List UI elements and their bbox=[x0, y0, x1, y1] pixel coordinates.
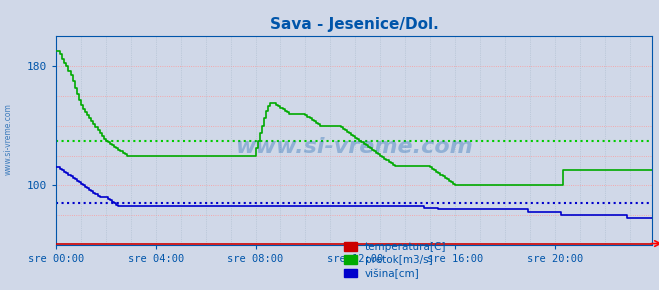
Text: www.si-vreme.com: www.si-vreme.com bbox=[235, 137, 473, 157]
Legend: temperatura[C], pretok[m3/s], višina[cm]: temperatura[C], pretok[m3/s], višina[cm] bbox=[341, 239, 449, 282]
Title: Sava - Jesenice/Dol.: Sava - Jesenice/Dol. bbox=[270, 17, 439, 32]
Text: www.si-vreme.com: www.si-vreme.com bbox=[3, 103, 13, 175]
